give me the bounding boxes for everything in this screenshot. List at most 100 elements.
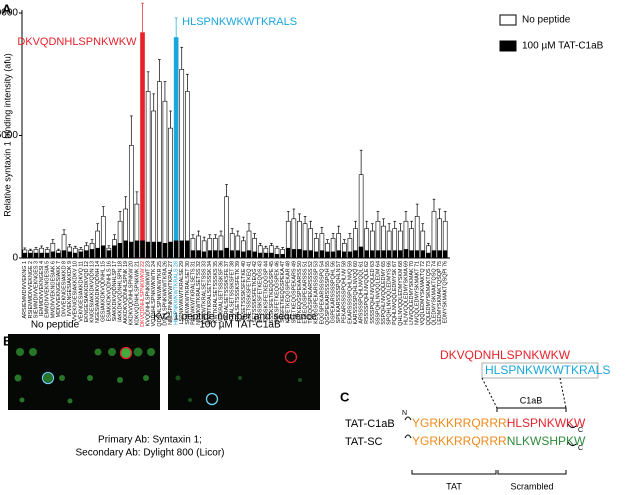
bar: [302, 250, 308, 259]
panel-label: C: [340, 389, 350, 404]
y-tick-label: 0: [12, 253, 18, 264]
x-tick-label: PEKARSSSSPQHLNV 58: [342, 261, 348, 323]
row-name: TAT-C1aB: [345, 418, 395, 430]
bracket: [411, 470, 497, 475]
bar: [308, 250, 313, 259]
x-tick-label: QDNHLSPNKWKWTKR 25: [157, 261, 163, 327]
x-tick-label: KWTKRALSETSSSKS 35: [213, 261, 219, 323]
x-tick-label: KDKVQDNHLSPNKWK 21: [134, 261, 140, 325]
bar: [128, 241, 134, 259]
x-tick-label: ARSSSSPQHLNVQQL 61: [359, 261, 365, 324]
tail-sequence: NLKWSHPKW: [507, 434, 586, 448]
x-tick-label: AKKDKVQDNHLSPNK 19: [123, 261, 129, 324]
terminus: N: [402, 410, 407, 417]
x-tick-label: KSFETKEQGSPEKAR 48: [286, 261, 292, 323]
blot-image: [8, 334, 160, 410]
x-tick-label: RSSSSPQHLNVQQLE 62: [364, 261, 370, 324]
x-tick-label: ESIAKKDKVQDNHLS 16: [106, 261, 112, 322]
linker: [404, 416, 412, 421]
x-tick-label: KARSSSSPQHLNVQQ 60: [353, 261, 359, 325]
x-tick-label: SPNKWKWTKRALSET 30: [185, 261, 191, 325]
x-tick-label: EKARSSSSPQHLNVQ 59: [347, 261, 353, 324]
bar: [145, 91, 151, 259]
bar: [78, 251, 84, 259]
x-tick-label: LSPNKWKWTKRALSE 29: [179, 261, 185, 325]
terminus: C: [578, 445, 583, 452]
x-tick-label: FETKEQGSPEKARSS 50: [297, 261, 303, 323]
sequence: YGRKKRRQRRRNLKWSHPKW: [412, 434, 586, 448]
bracket-label: TAT: [446, 481, 462, 491]
highlight-box: [481, 362, 599, 379]
x-tick-label: SSSPQHLNVQQLEDM 64: [375, 261, 381, 325]
x-tick-label: NVQQLEDMYSKMAKT 71: [415, 261, 421, 325]
x-tick-label: RALSETSSSKSFETK 39: [235, 261, 241, 321]
dotted-guide: [559, 377, 567, 409]
bracket-label: Scrambled: [510, 481, 553, 491]
bar: [50, 251, 56, 259]
bar: [117, 243, 123, 259]
x-tick-label: EQGSPEKARSSSSPQ 54: [319, 261, 325, 325]
x-tick-label: EMMDIVVEKNGESIA 5: [45, 261, 51, 318]
x-tick-label: SPEKARSSSSPQHLN 57: [336, 261, 342, 323]
x-tick-label: LEDMYSKMAKTQSQP 75: [437, 261, 443, 325]
x-tick-label: WTKRALSETSSSKSF 36: [218, 261, 224, 323]
bar: [246, 250, 252, 259]
bar: [168, 241, 173, 259]
x-tick-label: IEMMDIVVEKNGESI 4: [39, 261, 45, 316]
bar: [235, 250, 241, 259]
bar: [151, 241, 157, 259]
bar: [313, 251, 319, 259]
bar: [364, 250, 370, 259]
linker: [404, 434, 412, 439]
peptide-blue: HLSPNKWKWTKRALS: [485, 363, 610, 377]
x-tick-label: KVQDNHLSPNKWKWT 23: [146, 261, 152, 326]
x-tick-label: DNHLSPNKWKWTKRA 26: [162, 261, 168, 326]
bar: [44, 252, 50, 259]
y-tick-label: 10000: [0, 8, 18, 19]
bar: [185, 91, 190, 259]
x-tick-label: QLEDMYSKMAKTQSQ 74: [431, 261, 437, 325]
x-tick-label: MMDIVVEKNGESIAK 6: [50, 261, 56, 318]
x-tick-label: MDIVVEKNGESIAKK 7: [56, 261, 62, 317]
x-tick-label: IAKKDKVQDNHLSPN 18: [118, 261, 124, 322]
bar: [358, 246, 364, 259]
bar: [325, 251, 330, 259]
bar: [213, 250, 218, 259]
row-name: TAT-SC: [345, 436, 383, 448]
panel-label: B: [3, 333, 12, 348]
bar: [106, 250, 112, 259]
bar: [252, 251, 257, 259]
x-tick-label: EDMYSKMAKTQSQPI 76: [443, 261, 449, 323]
y-axis-label: Relative syntaxin 1 binding intensity (a…: [2, 53, 12, 217]
bar: [437, 250, 442, 259]
x-tick-label: NHLSPNKWKWTKRAL 27: [168, 261, 174, 325]
bar: [241, 251, 246, 259]
caption: Primary Ab: Syntaxin 1;: [98, 435, 202, 446]
bar: [353, 250, 358, 259]
bar: [140, 240, 145, 259]
bar: [168, 127, 173, 259]
bar: [392, 250, 398, 259]
bar: [285, 247, 291, 259]
x-tick-label: SFETKEQGSPEKARS 49: [291, 261, 297, 323]
bar: [162, 243, 168, 259]
bar: [347, 251, 353, 259]
bar: [381, 250, 386, 259]
bar: [112, 245, 117, 259]
x-tick-label: VVEKNGESIAKKDKV 10: [73, 261, 79, 322]
x-tick-label: TKRALSETSSSKSFE 37: [224, 261, 230, 321]
x-tick-label: RSIEMMDIVVEKNGE 2: [28, 261, 34, 319]
x-tick-label: QHLNVQQLEDMYSKM 68: [398, 261, 404, 326]
x-tick-label: KKDKVQDNHLSPNKW 20: [129, 261, 135, 325]
bar: [33, 252, 39, 259]
bar: [123, 240, 129, 259]
bar: [173, 37, 179, 259]
x-tick-label: SIEMMDIVVEKNGES 3: [33, 261, 39, 318]
x-tick-label: ALSETSSSKSFETKE 40: [241, 261, 247, 321]
bar: [179, 69, 185, 259]
bar: [28, 252, 33, 259]
x-tick-label: HLNVQQLEDMYSKMA 69: [403, 261, 409, 325]
bracket: [497, 470, 567, 475]
tat-sequence: YGRKKRRQRRR: [412, 434, 507, 448]
